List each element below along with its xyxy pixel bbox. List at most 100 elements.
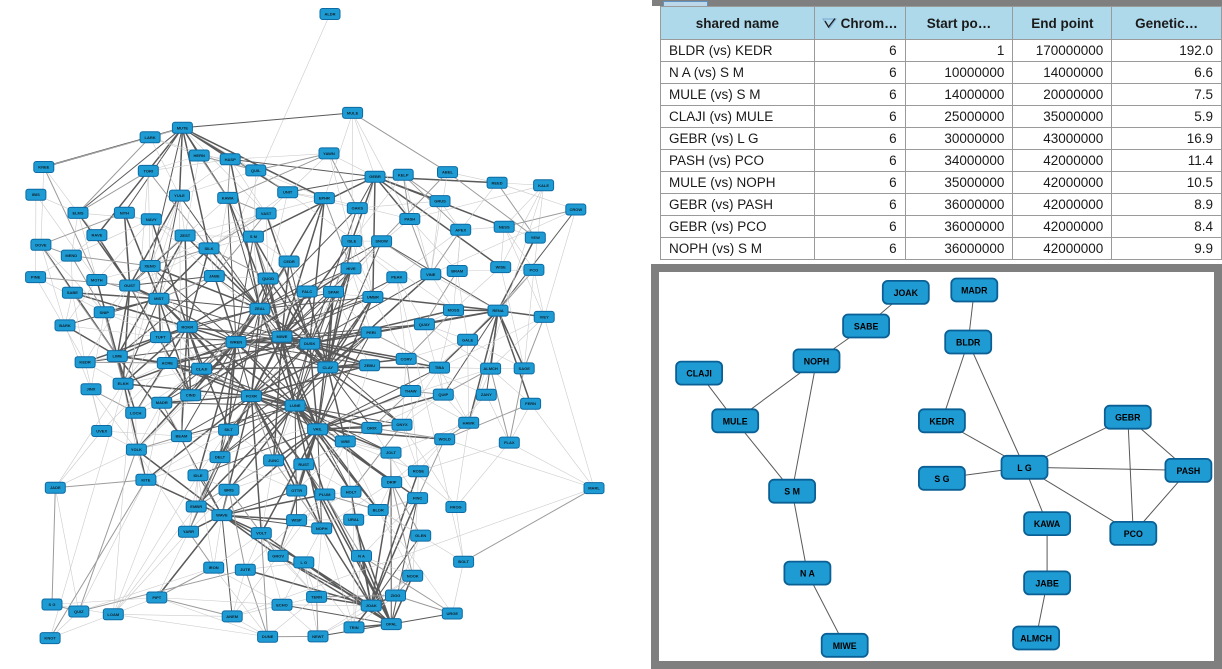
- svg-text:VOLT: VOLT: [256, 531, 267, 536]
- svg-text:FALC: FALC: [302, 289, 313, 294]
- svg-text:ROSE: ROSE: [413, 469, 425, 474]
- svg-text:ZEBU: ZEBU: [364, 363, 375, 368]
- svg-text:KNOT: KNOT: [44, 636, 56, 641]
- svg-text:BEAM: BEAM: [176, 434, 188, 439]
- svg-text:CIND: CIND: [186, 393, 196, 398]
- svg-text:MARL: MARL: [588, 486, 600, 491]
- svg-text:UNIT: UNIT: [283, 190, 293, 195]
- svg-text:MOSS: MOSS: [448, 308, 460, 313]
- svg-text:MULE: MULE: [347, 110, 359, 115]
- svg-text:ALMCH: ALMCH: [483, 366, 498, 371]
- svg-text:ECHO: ECHO: [276, 602, 288, 607]
- svg-text:ISLE: ISLE: [347, 239, 356, 244]
- svg-text:MIWE: MIWE: [277, 334, 288, 339]
- svg-text:VIRE: VIRE: [341, 439, 351, 444]
- svg-text:S M: S M: [784, 487, 800, 497]
- svg-text:JOLT: JOLT: [386, 450, 396, 455]
- svg-text:SILK: SILK: [204, 246, 213, 251]
- svg-text:NEWT: NEWT: [312, 634, 324, 639]
- svg-text:NAVY: NAVY: [146, 217, 157, 222]
- svg-text:S G: S G: [49, 602, 56, 607]
- svg-text:WAVE: WAVE: [216, 513, 228, 518]
- svg-text:NOOK: NOOK: [407, 573, 419, 578]
- svg-text:KITE: KITE: [141, 477, 150, 482]
- svg-text:MOTH: MOTH: [91, 278, 103, 283]
- svg-text:GEBR: GEBR: [369, 174, 381, 179]
- svg-text:PIPT: PIPT: [152, 595, 161, 600]
- svg-text:MADR: MADR: [156, 400, 168, 405]
- svg-text:MIWE: MIWE: [833, 641, 857, 651]
- svg-text:WISP: WISP: [291, 518, 302, 523]
- svg-text:UVEX: UVEX: [96, 429, 107, 434]
- svg-text:N A: N A: [800, 569, 815, 579]
- svg-text:NOPH: NOPH: [804, 356, 829, 366]
- svg-text:FROG: FROG: [450, 505, 462, 510]
- svg-text:TIBA: TIBA: [435, 365, 444, 370]
- svg-text:TORI: TORI: [144, 168, 153, 173]
- svg-text:DRIP: DRIP: [387, 480, 397, 485]
- svg-text:VAIL: VAIL: [313, 427, 322, 432]
- svg-text:KAWA: KAWA: [1034, 519, 1061, 529]
- svg-text:ELMS: ELMS: [72, 210, 83, 215]
- svg-text:ROKR: ROKR: [181, 324, 193, 329]
- svg-text:KAWA: KAWA: [222, 195, 234, 200]
- svg-text:UMBR: UMBR: [367, 295, 379, 300]
- svg-text:CEDR: CEDR: [283, 259, 294, 264]
- svg-text:QUIZ: QUIZ: [74, 609, 84, 614]
- svg-text:GRUS: GRUS: [434, 199, 446, 204]
- svg-text:HIVE: HIVE: [346, 266, 356, 271]
- svg-text:ZANY: ZANY: [481, 392, 492, 397]
- svg-text:APEX: APEX: [455, 227, 466, 232]
- svg-text:THAW: THAW: [405, 389, 417, 394]
- svg-text:ELKH: ELKH: [118, 381, 129, 386]
- svg-text:IBIS: IBIS: [32, 192, 40, 197]
- svg-text:KEDR: KEDR: [79, 360, 90, 365]
- svg-text:BRIS: BRIS: [224, 487, 234, 492]
- svg-text:DUNE: DUNE: [262, 634, 274, 639]
- svg-text:PEAK: PEAK: [391, 275, 402, 280]
- svg-text:KEDR: KEDR: [929, 416, 955, 426]
- svg-text:HASP: HASP: [225, 157, 236, 162]
- svg-text:ALDR: ALDR: [324, 12, 335, 17]
- svg-text:SAGE: SAGE: [519, 366, 531, 371]
- svg-text:CORV: CORV: [400, 356, 412, 361]
- svg-text:YEW: YEW: [531, 235, 540, 240]
- svg-text:L G: L G: [301, 560, 308, 565]
- svg-text:TRIN: TRIN: [349, 625, 358, 630]
- svg-text:MUTE: MUTE: [177, 125, 189, 130]
- svg-text:SNIP: SNIP: [100, 310, 110, 315]
- svg-text:SILT: SILT: [224, 427, 233, 432]
- svg-text:YOLK: YOLK: [131, 447, 142, 452]
- svg-text:RENA: RENA: [492, 308, 503, 313]
- svg-text:GUST: GUST: [124, 283, 136, 288]
- svg-text:PASH: PASH: [404, 217, 415, 222]
- svg-text:XENO: XENO: [144, 264, 155, 269]
- svg-text:ANEM: ANEM: [226, 614, 238, 619]
- svg-text:PASH: PASH: [1177, 466, 1201, 476]
- svg-text:FOXR: FOXR: [246, 394, 257, 399]
- svg-text:PCO: PCO: [530, 267, 539, 272]
- svg-text:DUSK: DUSK: [304, 341, 315, 346]
- svg-text:SABE: SABE: [67, 290, 78, 295]
- svg-text:HERN: HERN: [194, 153, 205, 158]
- svg-text:LOCH: LOCH: [130, 410, 141, 415]
- svg-text:GEBR: GEBR: [1115, 413, 1141, 423]
- svg-text:VINE: VINE: [426, 272, 436, 277]
- svg-text:L G: L G: [1017, 463, 1032, 473]
- svg-text:ORIX: ORIX: [367, 425, 377, 430]
- svg-text:NITH: NITH: [120, 210, 129, 215]
- svg-text:EMBR: EMBR: [190, 504, 202, 509]
- svg-text:URGE: URGE: [447, 611, 459, 616]
- svg-text:IRON: IRON: [209, 565, 219, 570]
- svg-text:S M: S M: [250, 234, 258, 239]
- svg-text:IDLE: IDLE: [193, 473, 202, 478]
- svg-text:WOLD: WOLD: [439, 437, 451, 442]
- svg-text:CLAJI: CLAJI: [686, 369, 711, 379]
- svg-text:LARK: LARK: [145, 135, 156, 140]
- svg-text:BARK: BARK: [59, 323, 71, 328]
- svg-text:CLAY: CLAY: [323, 365, 334, 370]
- svg-text:DELT: DELT: [215, 455, 226, 460]
- svg-text:EPHR: EPHR: [319, 196, 330, 201]
- svg-text:PINE: PINE: [31, 275, 41, 280]
- svg-text:WISE: WISE: [496, 265, 507, 270]
